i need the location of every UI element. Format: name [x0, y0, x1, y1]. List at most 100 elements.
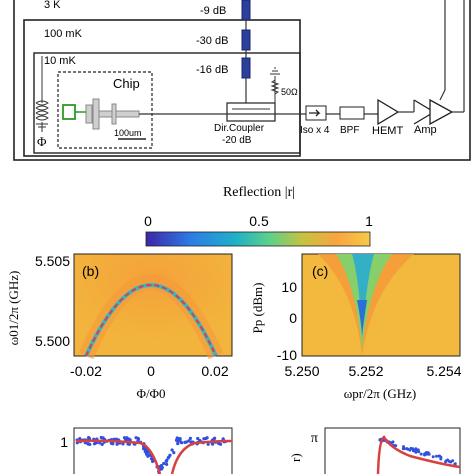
attenuator-2-label: -30 dB [196, 35, 228, 47]
data-point [165, 462, 169, 466]
data-point [419, 452, 423, 456]
colorbar-tick-1: 0.5 [249, 213, 269, 229]
panel-c-xtick-1: 5.252 [348, 363, 383, 379]
data-point [164, 459, 169, 463]
data-point [175, 437, 180, 441]
panel-bottom-left-fit [75, 439, 162, 474]
panel-c-ytick-0: 10 [281, 279, 297, 295]
panel-c: (c) 10 0 -10 Pp (dBm) 5.250 5.252 5.254 … [250, 253, 462, 401]
panel-bottom-left-ytick: 1 [60, 434, 68, 450]
data-point [449, 460, 453, 464]
data-point [172, 451, 176, 455]
flux-coil-icon [35, 56, 49, 132]
colorbar-title: Reflection |r| [223, 185, 295, 200]
panel-b-xlabel: Φ/Φ0 [136, 386, 165, 401]
panel-bottom-right-ylabel: r) [288, 453, 303, 462]
data-point [127, 442, 131, 446]
panel-c-xtick-0: 5.250 [284, 363, 319, 379]
panel-c-xtick-2: 5.254 [426, 363, 461, 379]
colorbar-gradient [145, 231, 371, 247]
panel-b-ytick-0: 5.505 [35, 253, 70, 269]
data-point [87, 436, 91, 441]
data-point [411, 449, 415, 453]
amp-label: Amp [414, 124, 437, 136]
panel-bottom-right-data [378, 437, 457, 466]
data-point [187, 439, 191, 443]
data-point [206, 442, 210, 446]
flux-symbol: Φ [37, 134, 47, 149]
panel-bottom-right-fit [376, 435, 461, 474]
panel-b-label: (b) [82, 263, 99, 279]
hemt-label: HEMT [372, 125, 403, 137]
data-point [121, 442, 125, 446]
directional-coupler [226, 102, 276, 122]
panel-b-xtick-0: -0.02 [70, 363, 102, 379]
panel-bottom-right: π r) [288, 427, 461, 474]
data-point [426, 452, 430, 456]
scale-label: 100um [114, 128, 142, 138]
data-point [136, 437, 140, 441]
stage-3k-box [13, 0, 471, 161]
data-point [99, 435, 103, 440]
panel-c-ytick-2: -10 [277, 347, 297, 363]
temp-3k-label: 3 K [44, 0, 61, 11]
data-point [168, 453, 172, 457]
data-point [405, 447, 409, 451]
data-point [176, 442, 180, 446]
data-point [166, 456, 170, 460]
coupler-db-label: -20 dB [222, 135, 252, 146]
qubit-structure [85, 98, 140, 130]
bpf-label: BPF [340, 125, 359, 136]
panel-c-inner-band [352, 254, 374, 340]
data-point [417, 450, 421, 454]
data-point [394, 444, 398, 448]
data-point [178, 437, 182, 441]
data-point [211, 442, 215, 446]
data-point [431, 455, 435, 459]
data-point [446, 458, 450, 462]
panel-c-xlabel: ωpr/2π (GHz) [344, 386, 417, 401]
chip-label: Chip [113, 76, 140, 91]
panel-b-xtick-1: 0 [147, 363, 155, 379]
data-point [146, 454, 150, 458]
circuit-diagram: 3 K 100 mK 10 mK -9 dB -30 dB -16 dB 50Ω… [13, 0, 471, 161]
data-point [439, 457, 443, 461]
data-point [162, 461, 166, 466]
data-point [188, 436, 192, 440]
resistor-50-ohm: 50Ω [270, 67, 298, 104]
hemt-amplifier-icon [377, 98, 400, 126]
data-point [453, 462, 457, 466]
panel-b-ylabel: ω01/2π (GHz) [6, 271, 21, 346]
data-point [205, 436, 209, 440]
data-point [143, 449, 147, 454]
attenuator-1-label: -9 dB [200, 5, 226, 17]
colorbar-tick-0: 0 [144, 213, 152, 229]
data-point [202, 437, 206, 441]
stage-100mk-box [23, 19, 301, 157]
panel-b: (b) 5.505 5.500 ω01/2π (GHz) -0.02 0 0.0… [6, 253, 233, 401]
data-point [98, 441, 102, 445]
data-point [180, 441, 184, 445]
panel-c-ytick-1: 0 [289, 310, 297, 326]
data-point [435, 454, 438, 458]
panel-c-label: (c) [312, 263, 328, 279]
squid-highlight [62, 104, 76, 120]
coupler-label: Dir.Coupler [214, 123, 265, 134]
colorbar: Reflection |r| 0 0.5 1 [144, 185, 373, 247]
data-point [438, 454, 442, 458]
data-point [115, 442, 119, 446]
data-point [100, 442, 104, 446]
data-point [86, 442, 90, 446]
data-point [125, 438, 129, 442]
chip-box [57, 71, 153, 149]
data-point [160, 467, 164, 471]
isolator-label: Iso x 4 [300, 125, 330, 136]
attenuator-3-label: -16 dB [196, 64, 228, 76]
panel-bottom-left: 1 [60, 427, 233, 474]
temp-100mk-label: 100 mK [44, 28, 83, 40]
data-point [423, 452, 427, 456]
data-point [184, 440, 188, 444]
panel-bottom-right-ytick: π [311, 431, 318, 446]
colorbar-tick-2: 1 [365, 213, 373, 229]
bandpass-filter [339, 106, 365, 120]
